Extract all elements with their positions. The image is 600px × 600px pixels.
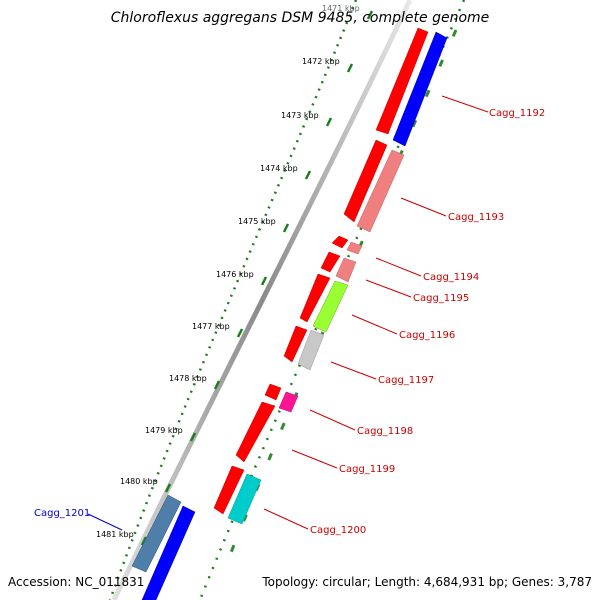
tick-mark: [282, 223, 290, 233]
gene-label-cagg-1193[interactable]: Cagg_1193: [448, 212, 504, 223]
tick-mark: [260, 276, 268, 286]
genome-title: Chloroflexus aggregans DSM 9485, complet…: [111, 10, 490, 26]
gene-label-cagg-1195[interactable]: Cagg_1195: [413, 293, 469, 304]
leader-lines: [87, 95, 489, 531]
gene-arrow-1194-fwd[interactable]: [331, 235, 349, 249]
tick-ruler: 1471 kbp 1472 kbp 1473 kbp 1474 kbp 1475…: [96, 0, 374, 600]
tick-mark: [304, 170, 312, 180]
tick-label-1474: 1474 kbp: [260, 164, 298, 173]
gene-labels: Cagg_1192 Cagg_1193 Cagg_1194 Cagg_1195 …: [34, 108, 545, 536]
gene-label-cagg-1192[interactable]: Cagg_1192: [489, 108, 545, 119]
gene-arrow-1199-fwd[interactable]: [235, 401, 276, 463]
tick-mark: [189, 432, 197, 442]
gene-box-1197[interactable]: [297, 329, 325, 371]
gene-box-1201[interactable]: [131, 494, 182, 573]
gene-arrow-1193-fwd[interactable]: [343, 139, 388, 223]
tick-label-1480: 1480 kbp: [120, 477, 158, 486]
tick-mark: [346, 63, 354, 73]
tick-label-1472: 1472 kbp: [302, 57, 340, 66]
gene-box-1193[interactable]: [356, 149, 405, 233]
genome-summary-text: Topology: circular; Length: 4,684,931 bp…: [261, 575, 592, 589]
genome-backbone: [111, 0, 413, 600]
tick-mark: [213, 380, 221, 390]
tick-mark: [164, 483, 172, 493]
gene-box-1201b[interactable]: [141, 505, 196, 600]
gene-label-cagg-1199[interactable]: Cagg_1199: [339, 464, 395, 475]
tick-marks: [140, 10, 374, 546]
gene-arrow-1200-fwd[interactable]: [213, 465, 245, 515]
accession-text: Accession: NC_011831: [8, 575, 144, 589]
reverse-strand-genes: [131, 31, 448, 600]
tick-label-1478: 1478 kbp: [169, 374, 207, 383]
gene-label-cagg-1196[interactable]: Cagg_1196: [399, 330, 455, 341]
tick-label-1481: 1481 kbp: [96, 530, 134, 539]
tick-label-1477: 1477 kbp: [192, 322, 230, 331]
gene-label-cagg-1197[interactable]: Cagg_1197: [378, 375, 434, 386]
tick-mark: [236, 328, 244, 338]
gene-arrow-1197-fwd[interactable]: [283, 325, 308, 363]
tick-label-1471: 1471 kbp: [322, 4, 360, 13]
tick-label-1476: 1476 kbp: [216, 270, 254, 279]
gene-label-cagg-1201[interactable]: Cagg_1201: [34, 508, 90, 519]
tick-mark: [325, 117, 333, 127]
tick-mark: [366, 10, 374, 20]
gene-box-1200[interactable]: [227, 473, 262, 525]
gene-label-cagg-1200[interactable]: Cagg_1200: [310, 525, 366, 536]
tick-label-1473: 1473 kbp: [281, 111, 319, 120]
gene-box-1194[interactable]: [346, 241, 363, 255]
forward-strand-genes: [213, 27, 429, 515]
gene-box-1195[interactable]: [335, 257, 357, 283]
tick-mark: [140, 536, 148, 546]
gene-box-1196[interactable]: [312, 280, 349, 333]
gene-box-1192[interactable]: [392, 31, 448, 147]
tick-label-1479: 1479 kbp: [145, 426, 183, 435]
gene-label-cagg-1194[interactable]: Cagg_1194: [423, 272, 479, 283]
gene-arrow-1192-fwd[interactable]: [375, 27, 429, 135]
gene-arrow-1195-fwd[interactable]: [320, 251, 341, 273]
gene-box-1198[interactable]: [278, 391, 299, 413]
gene-label-cagg-1198[interactable]: Cagg_1198: [357, 426, 413, 437]
tick-labels: 1471 kbp 1472 kbp 1473 kbp 1474 kbp 1475…: [96, 4, 360, 539]
gene-arrow-1198-fwd[interactable]: [264, 383, 282, 401]
tick-label-1475: 1475 kbp: [238, 217, 276, 226]
gene-arrow-1196-fwd[interactable]: [299, 273, 331, 323]
